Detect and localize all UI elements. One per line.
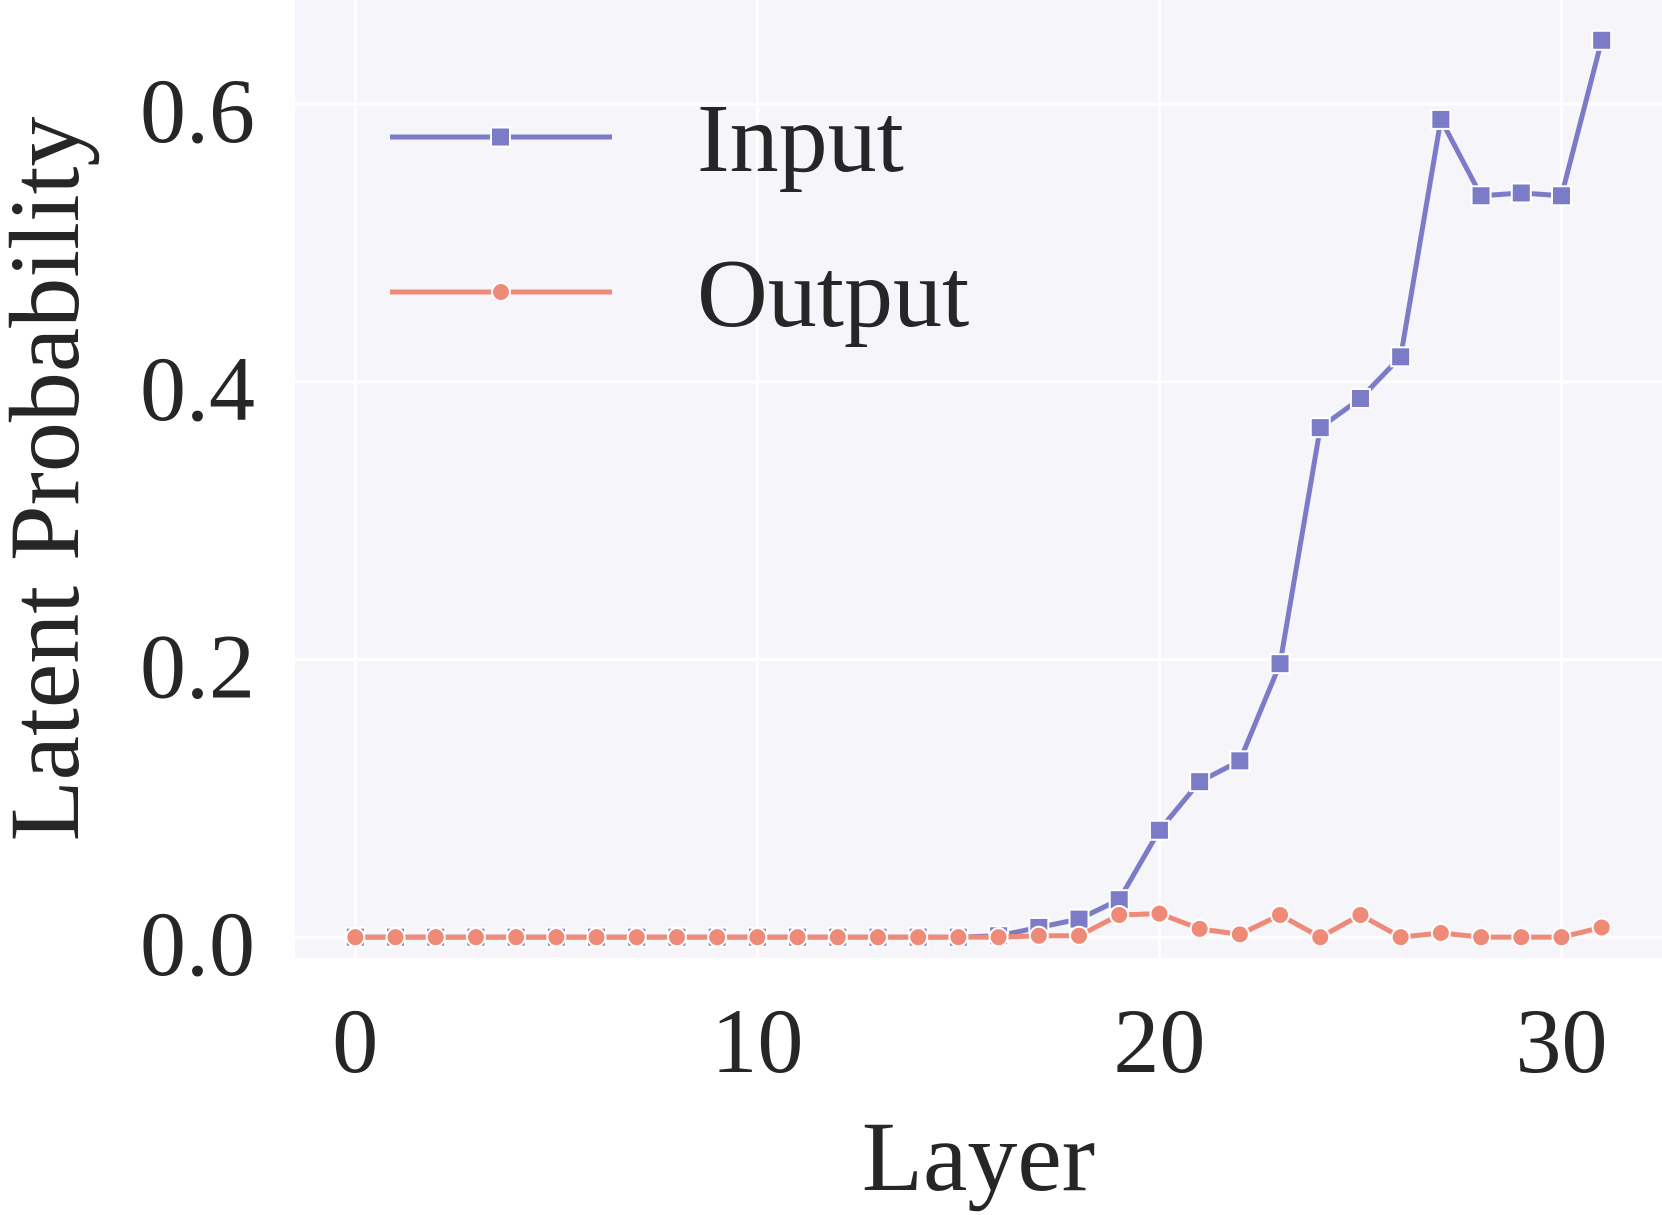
data-point	[1229, 924, 1250, 945]
legend-item-output: Output	[390, 240, 969, 348]
data-point	[1470, 185, 1492, 207]
grid	[295, 0, 1662, 958]
data-point	[1270, 904, 1291, 925]
data-point	[1309, 417, 1331, 439]
data-point	[867, 927, 888, 948]
data-point	[1069, 925, 1090, 946]
legend-item-input: Input	[390, 85, 904, 193]
y-tick-label: 0.6	[140, 60, 255, 162]
data-point	[948, 927, 969, 948]
data-point	[345, 927, 366, 948]
data-point	[1028, 925, 1049, 946]
data-point	[1471, 927, 1492, 948]
data-point	[1430, 923, 1451, 944]
data-point	[666, 927, 687, 948]
x-axis-label: Layer	[862, 1101, 1095, 1212]
data-point	[1510, 182, 1532, 204]
data-point	[1149, 903, 1170, 924]
legend-label: Input	[697, 85, 904, 193]
data-point	[1390, 927, 1411, 948]
y-tick-label: 0.0	[140, 893, 255, 995]
data-point	[465, 927, 486, 948]
data-point	[1148, 819, 1170, 841]
legend-marker	[491, 282, 511, 302]
x-tick-label: 30	[1515, 990, 1607, 1092]
x-tick-label: 20	[1113, 990, 1205, 1092]
series-output	[345, 903, 1612, 948]
data-point	[1591, 29, 1613, 51]
data-point	[787, 927, 808, 948]
data-point	[1269, 653, 1291, 675]
data-point	[1349, 387, 1371, 409]
data-point	[1189, 771, 1211, 793]
data-point	[1511, 927, 1532, 948]
data-point	[1550, 185, 1572, 207]
x-axis: 0 10 20 30	[332, 990, 1607, 1092]
data-point	[747, 927, 768, 948]
data-point	[988, 927, 1009, 948]
data-point	[1350, 904, 1371, 925]
data-point	[546, 927, 567, 948]
data-point	[425, 927, 446, 948]
data-point	[827, 927, 848, 948]
legend-marker	[490, 126, 511, 148]
data-point	[1068, 908, 1090, 930]
data-point	[908, 927, 929, 948]
series-layer	[344, 29, 1613, 948]
data-point	[385, 927, 406, 948]
data-point	[1591, 917, 1612, 938]
y-axis: 0.0 0.2 0.4 0.6	[140, 60, 255, 995]
data-point	[506, 927, 527, 948]
data-point	[1310, 927, 1331, 948]
data-point	[1390, 346, 1412, 368]
y-axis-label: Latent Probability	[0, 117, 100, 842]
y-tick-label: 0.2	[140, 615, 255, 717]
data-point	[1109, 904, 1130, 925]
data-point	[707, 927, 728, 948]
data-point	[1229, 750, 1251, 772]
x-tick-label: 10	[711, 990, 803, 1092]
y-tick-label: 0.4	[140, 338, 255, 440]
legend-label: Output	[697, 240, 969, 348]
data-point	[586, 927, 607, 948]
legend: Input Output	[390, 85, 969, 348]
data-point	[1430, 108, 1452, 130]
x-tick-label: 0	[332, 990, 378, 1092]
data-point	[626, 927, 647, 948]
data-point	[1551, 927, 1572, 948]
data-point	[1189, 918, 1210, 939]
